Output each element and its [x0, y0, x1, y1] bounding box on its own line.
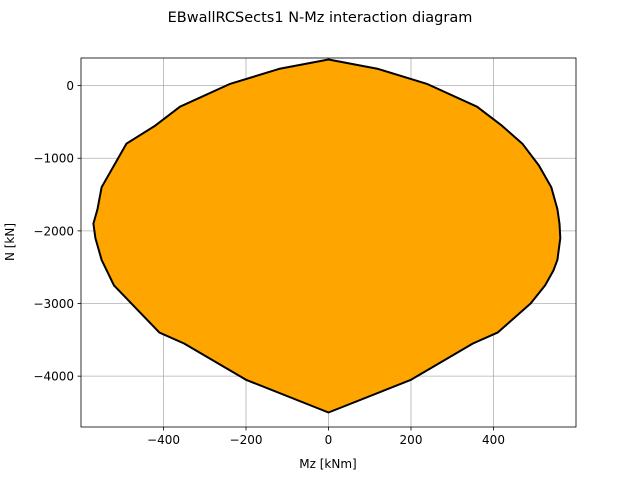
x-axis-ticks: −400 −200 0 200 400 — [147, 427, 505, 447]
y-tick-label: −4000 — [33, 370, 74, 384]
y-tick-label: −3000 — [33, 297, 74, 311]
interaction-polygon — [92, 58, 562, 414]
x-tick-label: 200 — [400, 433, 423, 447]
y-tick-label: −1000 — [33, 152, 74, 166]
chart-title: EBwallRCSects1 N-Mz interaction diagram — [168, 10, 473, 26]
x-axis-label: Mz [kNm] — [299, 457, 356, 471]
y-axis-ticks: 0 −1000 −2000 −3000 −4000 — [33, 79, 81, 384]
plot-area — [92, 58, 562, 414]
y-tick-label: −2000 — [33, 224, 74, 238]
x-tick-label: −400 — [147, 433, 180, 447]
x-tick-label: −200 — [230, 433, 263, 447]
x-tick-label: 400 — [482, 433, 505, 447]
y-axis-label: N [kN] — [3, 223, 17, 261]
x-tick-label: 0 — [325, 433, 333, 447]
y-tick-label: 0 — [66, 79, 74, 93]
